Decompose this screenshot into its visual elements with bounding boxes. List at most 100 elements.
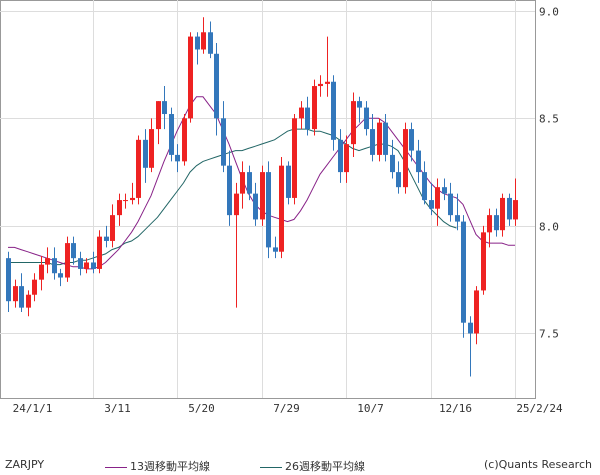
y-tick-label: 7.5 xyxy=(539,328,559,341)
candle-body-down xyxy=(58,273,63,278)
candle-body-up xyxy=(487,215,492,233)
candle-body-down xyxy=(52,258,57,274)
candle-body-up xyxy=(97,236,102,269)
candle-body-up xyxy=(45,258,50,265)
candle-body-down xyxy=(416,150,421,173)
candle-body-down xyxy=(448,193,453,216)
legend-ma13-swatch xyxy=(105,466,127,468)
candle-body-down xyxy=(396,172,401,188)
legend-ma26-label: 26週移動平均線 xyxy=(285,460,365,473)
candle-body-down xyxy=(390,154,395,173)
candle-body-up xyxy=(325,81,330,84)
candle-body-up xyxy=(299,107,304,119)
candle-body-up xyxy=(136,139,141,198)
candle-body-down xyxy=(273,247,278,252)
candle-body-up xyxy=(403,129,408,188)
candle-body-down xyxy=(143,139,148,168)
y-tick-label: 8.5 xyxy=(539,113,559,126)
candle-body-down xyxy=(175,154,180,162)
candle-body-up xyxy=(123,200,128,202)
candle-body-up xyxy=(156,101,161,130)
legend-ma26: 26週移動平均線 xyxy=(260,458,365,474)
candle-body-up xyxy=(240,172,245,194)
candle-body-up xyxy=(182,118,187,162)
candle-body-down xyxy=(370,129,375,155)
candle-body-down xyxy=(409,129,414,151)
credit-label: (c)Quants Research xyxy=(484,458,592,471)
candle-body-down xyxy=(19,286,24,308)
candle-body-up xyxy=(500,197,505,231)
x-tick-label: 25/2/24 xyxy=(516,402,563,415)
candle-body-up xyxy=(344,144,349,173)
x-tick-label: 24/1/1 xyxy=(13,402,53,415)
candle-body-up xyxy=(312,86,317,130)
candle-body-down xyxy=(214,53,219,119)
candle-body-down xyxy=(286,165,291,198)
candle-body-up xyxy=(84,262,89,269)
candle-body-down xyxy=(507,197,512,220)
candle-body-down xyxy=(104,236,109,241)
legend-ma26-swatch xyxy=(260,466,282,468)
candle-body-down xyxy=(442,187,447,194)
candle-body-down xyxy=(91,262,96,269)
candle-body-down xyxy=(468,322,473,334)
candle-body-up xyxy=(39,264,44,280)
y-tick-label: 9.0 xyxy=(539,6,559,19)
candle-body-up xyxy=(481,232,486,291)
candle-body-up xyxy=(351,101,356,145)
x-tick-label: 7/29 xyxy=(273,402,300,415)
candle-body-down xyxy=(331,81,336,140)
candle-body-down xyxy=(71,243,76,259)
candle-body-up xyxy=(292,118,297,198)
candle-body-up xyxy=(13,286,18,302)
x-tick-label: 12/16 xyxy=(439,402,472,415)
candle-body-down xyxy=(208,32,213,54)
candle-body-down xyxy=(455,215,460,222)
candle-body-down xyxy=(429,200,434,209)
candle-body-up xyxy=(318,83,323,87)
candle-body-up xyxy=(279,165,284,252)
candle-body-up xyxy=(110,215,115,241)
candle-body-down xyxy=(247,172,252,194)
candle-body-down xyxy=(461,221,466,323)
candle-body-up xyxy=(435,187,440,209)
candle-body-up xyxy=(130,197,135,201)
candle-body-up xyxy=(117,200,122,216)
x-tick-label: 10/7 xyxy=(357,402,384,415)
x-tick-label: 3/11 xyxy=(104,402,131,415)
candle-body-down xyxy=(338,139,343,173)
candle-body-down xyxy=(253,193,258,220)
candles xyxy=(6,17,518,377)
candle-body-up xyxy=(32,279,37,295)
candle-body-up xyxy=(234,193,239,216)
candle-body-down xyxy=(383,122,388,155)
candle-body-up xyxy=(474,290,479,334)
candle-body-up xyxy=(201,32,206,50)
candle-body-up xyxy=(26,294,31,308)
candle-body-down xyxy=(266,172,271,248)
candle-body-down xyxy=(221,118,226,166)
candle-body-up xyxy=(188,36,193,119)
candle-body-down xyxy=(364,107,369,130)
candle-body-down xyxy=(195,36,200,50)
candle-body-down xyxy=(169,114,174,155)
candle-body-up xyxy=(149,129,154,168)
legend-ma13-label: 13週移動平均線 xyxy=(130,460,210,473)
y-tick-label: 8.0 xyxy=(539,221,559,234)
legend-ma13: 13週移動平均線 xyxy=(105,458,210,474)
candle-body-down xyxy=(422,172,427,201)
candle-body-down xyxy=(305,107,310,130)
symbol-label: ZARJPY xyxy=(5,458,45,471)
candle-body-up xyxy=(377,122,382,155)
candle-body-down xyxy=(162,101,167,115)
candle-body-down xyxy=(494,215,499,231)
candle-body-down xyxy=(6,258,11,302)
y-axis-ticks: 9.0 8.5 8.0 7.5 xyxy=(539,6,559,341)
x-tick-label: 5/20 xyxy=(188,402,215,415)
candle-body-up xyxy=(513,200,518,220)
candle-body-up xyxy=(260,172,265,220)
candle-body-down xyxy=(78,258,83,269)
candle-body-down xyxy=(227,165,232,216)
